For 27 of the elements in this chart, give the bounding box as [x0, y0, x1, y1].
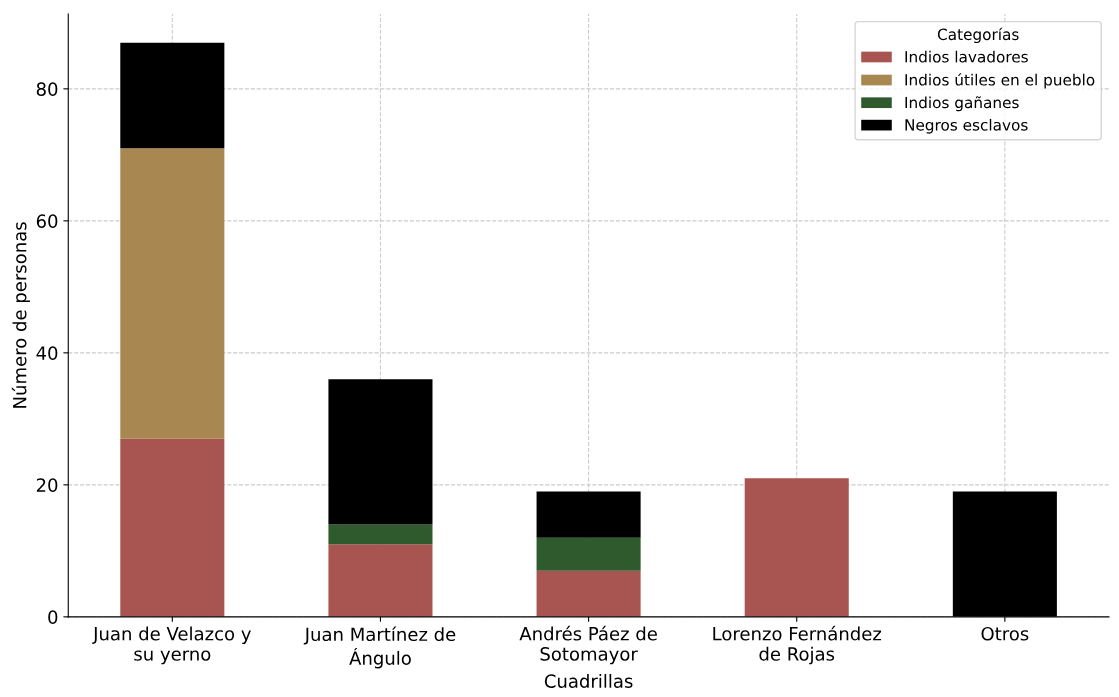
y-tick-label: 40 [36, 346, 58, 360]
bar [536, 570, 641, 617]
x-tick-label: Juan de Velazco y su yerno [92, 626, 251, 665]
bar [328, 544, 433, 617]
legend-label: Indios lavadores [905, 50, 1028, 63]
y-tick-label: 0 [48, 610, 58, 624]
bar [744, 478, 849, 617]
legend-title: Categorías [937, 27, 1019, 44]
y-tick-label: 60 [36, 214, 58, 228]
x-axis-title: Cuadrillas [544, 673, 633, 688]
x-tick-label: Andrés Páez de Sotomayor [519, 625, 657, 665]
bar [120, 42, 225, 149]
legend-label: Indios gañanes [905, 96, 1019, 112]
x-tick-label: Lorenzo Fernández de Rojas [713, 625, 882, 665]
y-axis-title: Número de personas [11, 222, 31, 408]
bar [120, 438, 225, 617]
legend-label: Negros esclavos [905, 118, 1028, 134]
bar [328, 524, 433, 545]
y-tick-label: 80 [36, 82, 58, 96]
x-tick-label: Otros [981, 626, 1029, 641]
bar [120, 148, 225, 439]
bar [536, 537, 641, 571]
y-tick-label: 20 [36, 478, 58, 492]
legend-label: Indios útiles en el pueblo [905, 73, 1095, 89]
bar [328, 379, 433, 525]
bar [536, 491, 641, 538]
x-tick-label: Juan Martínez de Ángulo [303, 626, 456, 669]
